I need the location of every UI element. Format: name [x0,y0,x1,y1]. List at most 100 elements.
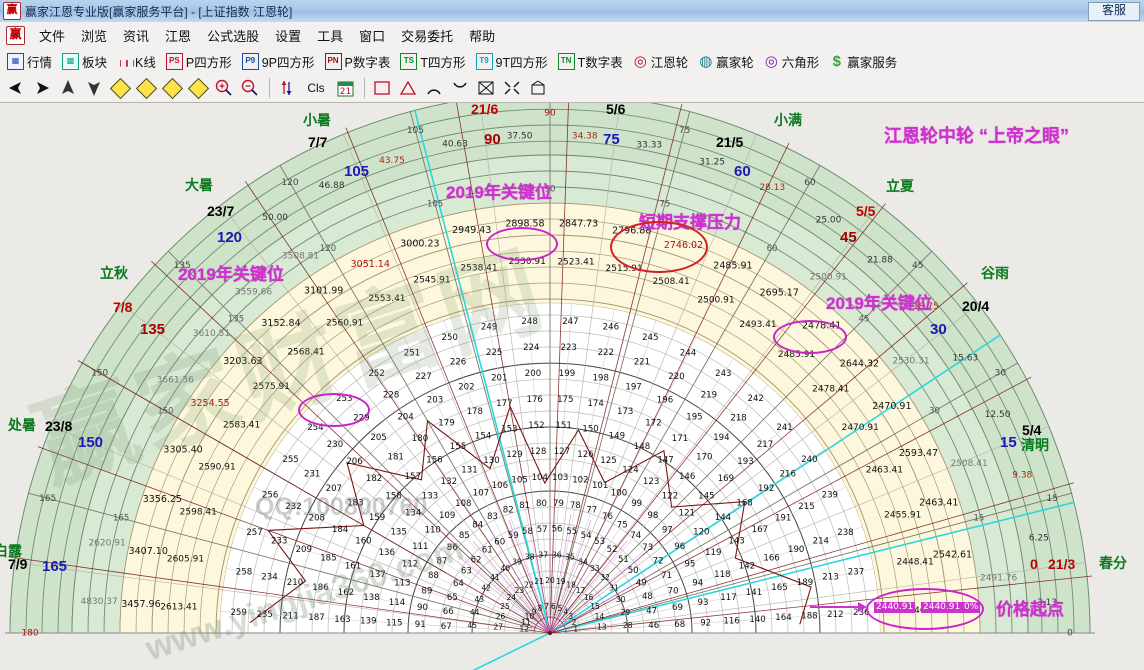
menu-item-file[interactable]: 文件 [39,28,66,44]
toolbar-label: 江恩轮 [650,55,689,70]
menu-item-settings[interactable]: 设置 [275,28,302,44]
delete-tool-icon[interactable] [526,77,550,99]
degree-tick-inner: 120 [320,244,336,254]
highlight-ellipse-3051 [486,227,558,261]
wheel-integer: 232 [285,502,301,512]
wheel-integer: 30 [616,595,626,604]
wheel-integer: 128 [530,447,546,457]
degree-tick-inner: 90 [545,185,556,195]
menu-item-formula-screen[interactable]: 公式选股 [207,28,260,44]
wheel-integer: 182 [366,474,382,484]
percent-label: 28.13 [759,183,785,193]
toolbar-button-kline[interactable]: ╷╻╷ K线 [112,50,161,72]
toolbar-button-t-number-table[interactable]: TN T数字表 [553,50,628,72]
percent-label: 6.25 [1029,533,1049,543]
wheel-integer: 25 [500,602,510,611]
wheel-integer: 50 [628,566,639,576]
wheel-integer: 148 [634,442,650,452]
wheel-integer: 163 [334,615,350,625]
p9-square-icon: P9 [241,52,259,70]
arrow-up-icon[interactable] [56,77,80,99]
wheel-integer: 215 [798,502,814,512]
cls-button[interactable]: Cls [307,81,325,95]
price-label-far-ring: 3559.66 [235,287,272,297]
calendar-icon[interactable]: 21 [333,77,357,99]
price-label-outer-ring: 3356.25 [143,494,182,505]
diamond-down-icon[interactable] [186,77,210,99]
toolbar-button-hexagon[interactable]: ◎ 六角形 [759,50,825,72]
wheel-integer: 152 [528,421,544,431]
zoom-out-icon[interactable] [238,77,262,99]
wheel-integer: 19 [556,577,566,586]
arrow-down-icon[interactable] [82,77,106,99]
toolbar-button-t-square[interactable]: TS T四方形 [395,50,470,72]
diamond-up-icon[interactable] [160,77,184,99]
app-icon: 赢 [3,2,21,20]
wheel-integer: 65 [447,593,458,603]
price-label-outer-ring: 3407.10 [129,546,168,557]
menu-item-news[interactable]: 资讯 [123,28,150,44]
price-label-outer-ring: 3305.40 [163,445,202,456]
wheel-integer: 153 [501,424,517,434]
menu-item-browse[interactable]: 浏览 [81,28,108,44]
rectangle-tool-icon[interactable] [370,77,394,99]
toolbar-button-gann-wheel[interactable]: ◎ 江恩轮 [628,50,694,72]
wheel-integer: 76 [602,512,613,522]
wheel-integer: 211 [282,611,298,621]
wheel-integer: 97 [662,526,673,536]
wheel-integer: 223 [561,343,577,353]
zoom-in-icon[interactable] [212,77,236,99]
customer-service-button[interactable]: 客服 [1088,2,1140,21]
vertical-scale-icon[interactable] [275,77,299,99]
menu-item-gann[interactable]: 江恩 [165,28,192,44]
wheel-integer: 101 [592,481,608,491]
box-x-tool-icon[interactable] [474,77,498,99]
toolbar-button-quotes[interactable]: ▦ 行情 [2,50,57,72]
menu-item-tools[interactable]: 工具 [317,28,344,44]
toolbar-button-9t-square[interactable]: T9 9T四方形 [471,50,553,72]
toolbar-button-p-square[interactable]: PS P四方形 [161,50,237,72]
wheel-integer: 141 [746,588,762,598]
wheel-integer: 132 [441,477,457,487]
menu-item-trade[interactable]: 交易委托 [401,28,454,44]
wheel-integer: 150 [582,424,598,434]
triangle-tool-icon[interactable] [396,77,420,99]
wheel-integer: 94 [692,578,703,588]
menu-item-window[interactable]: 窗口 [359,28,386,44]
toolbar-button-winner-service[interactable]: $ 赢家服务 [824,50,902,72]
toolbar-button-9p-square[interactable]: P9 9P四方形 [237,50,320,72]
price-label-outer-ring: 2593.47 [899,448,938,459]
price-label-inner-ring: 2508.41 [653,277,690,287]
wheel-integer: 165 [771,583,787,593]
wheel-integer: 186 [312,583,328,593]
toolbar-label: 赢家轮 [716,55,754,70]
wheel-integer: 252 [368,369,384,379]
menu-item-help[interactable]: 帮助 [469,28,496,44]
window-title: 赢家江恩专业版[赢家服务平台] - [上证指数 江恩轮] [25,4,293,19]
toolbar-button-winner-wheel[interactable]: ◍ 赢家轮 [693,50,759,72]
gann-wheel-chart[interactable]: 2440.91 2448.41 2455.91 2463.41 2470.91 2478.… [0,103,1144,670]
diamond-right-icon[interactable] [134,77,158,99]
toolbar-button-blocks[interactable]: ▩ 板块 [57,50,112,72]
diamond-left-icon[interactable] [108,77,132,99]
toolbar-button-p-number-table[interactable]: PN P数字表 [320,50,396,72]
arc-reverse-tool-icon[interactable] [448,77,472,99]
wheel-integer: 1 [573,625,578,634]
wheel-integer: 5 [558,604,563,613]
wheel-integer: 234 [261,573,277,583]
candlestick-icon: ╷╻╷ [117,54,137,67]
tn-table-icon: TN [557,52,575,70]
percent-label: 50.00 [262,213,288,223]
grid-icon: ▦ [7,52,24,70]
price-label-outer-ring: 3152.84 [261,318,300,329]
shrink-tool-icon[interactable] [500,77,524,99]
window-title-bar: 赢 赢家江恩专业版[赢家服务平台] - [上证指数 江恩轮] 客服 [0,0,1144,23]
arc-tool-icon[interactable] [422,77,446,99]
wheel-integer: 60 [494,537,505,547]
arrow-right-icon[interactable] [30,77,54,99]
arrow-left-icon[interactable] [4,77,28,99]
wheel-integer: 116 [723,617,739,627]
wheel-integer: 56 [552,525,563,535]
wheel-integer: 157 [405,472,421,482]
wheel-integer: 256 [262,491,278,501]
